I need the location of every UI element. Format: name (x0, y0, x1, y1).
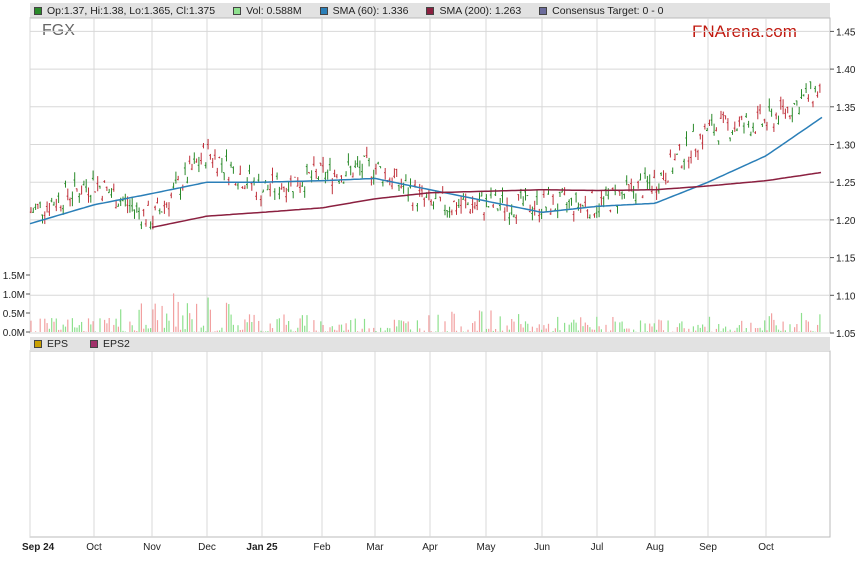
vol-tick-label: 1.0M (3, 290, 25, 301)
legend-sma200: SMA (200): 1.263 (426, 5, 521, 17)
x-tick-label: Jan 25 (246, 542, 278, 553)
sma200-swatch (426, 6, 435, 15)
price-legend: Op:1.37, Hi:1.38, Lo:1.365, Cl:1.375 Vol… (30, 3, 830, 18)
y-tick-label: 1.35 (836, 103, 856, 114)
eps-swatch (34, 340, 42, 348)
legend-ohlc: Op:1.37, Hi:1.38, Lo:1.365, Cl:1.375 (34, 5, 215, 17)
x-tick-label: Oct (86, 542, 102, 553)
eps-label: EPS (47, 338, 69, 350)
price-bars (29, 81, 821, 230)
axes: Sep 24 Oct Nov Dec Jan 25 Feb Mar Apr May Jun Jul A… (3, 27, 856, 553)
x-tick-label: Jun (534, 542, 550, 553)
x-tick-label: Mar (366, 542, 384, 553)
grid-lines (29, 17, 831, 538)
x-tick-label: Jul (591, 542, 604, 553)
x-tick-label: Nov (143, 542, 161, 553)
vol-tick-label: 1.5M (3, 271, 25, 282)
y-tick-label: 1.30 (836, 141, 856, 152)
legend-vol: Vol: 0.588M (233, 4, 302, 17)
x-tick-label: Apr (422, 542, 438, 553)
x-tick-label: Feb (313, 542, 331, 553)
vol-swatch (233, 6, 242, 15)
sma-lines (29, 116, 823, 229)
sma200-line (151, 171, 822, 229)
eps-legend: EPS EPS2 (30, 337, 830, 351)
x-tick-label: Sep (699, 542, 717, 553)
sma60-label: SMA (60): 1.336 (332, 4, 409, 17)
y-tick-label: 1.20 (836, 216, 856, 227)
vol-label: Vol: 0.588M (246, 4, 302, 17)
ohlc-swatch (34, 6, 42, 15)
x-tick-label: Aug (646, 542, 664, 553)
sma200-label: SMA (200): 1.263 (439, 4, 522, 17)
legend-eps2: EPS2 (90, 338, 130, 350)
legend-consensus: Consensus Target: 0 - 0 (539, 5, 663, 17)
y-tick-label: 1.25 (836, 178, 856, 189)
sma60-line (29, 116, 823, 225)
eps2-label: EPS2 (103, 338, 130, 350)
x-tick-label: Sep 24 (22, 542, 55, 553)
sma60-swatch (319, 6, 328, 15)
legend-eps: EPS (34, 338, 68, 350)
eps2-swatch (90, 340, 99, 348)
ticker-label: FGX (42, 22, 75, 39)
y-tick-label: 1.10 (836, 291, 856, 302)
ohlc-label: Op:1.37, Hi:1.38, Lo:1.365, Cl:1.375 (47, 4, 216, 17)
y-tick-label: 1.40 (836, 65, 856, 76)
legend-sma60: SMA (60): 1.336 (319, 4, 409, 17)
vol-tick-label: 0.5M (3, 309, 25, 320)
y-tick-label: 1.05 (836, 329, 856, 340)
consensus-swatch (539, 6, 548, 15)
y-tick-label: 1.45 (836, 27, 856, 38)
y-tick-label: 1.15 (836, 254, 856, 265)
vol-tick-label: 0.0M (3, 328, 25, 339)
x-tick-label: Oct (758, 542, 774, 553)
consensus-label: Consensus Target: 0 - 0 (552, 4, 664, 17)
x-tick-label: Dec (198, 542, 216, 553)
x-tick-label: May (477, 542, 496, 553)
volume-bars (30, 293, 821, 332)
